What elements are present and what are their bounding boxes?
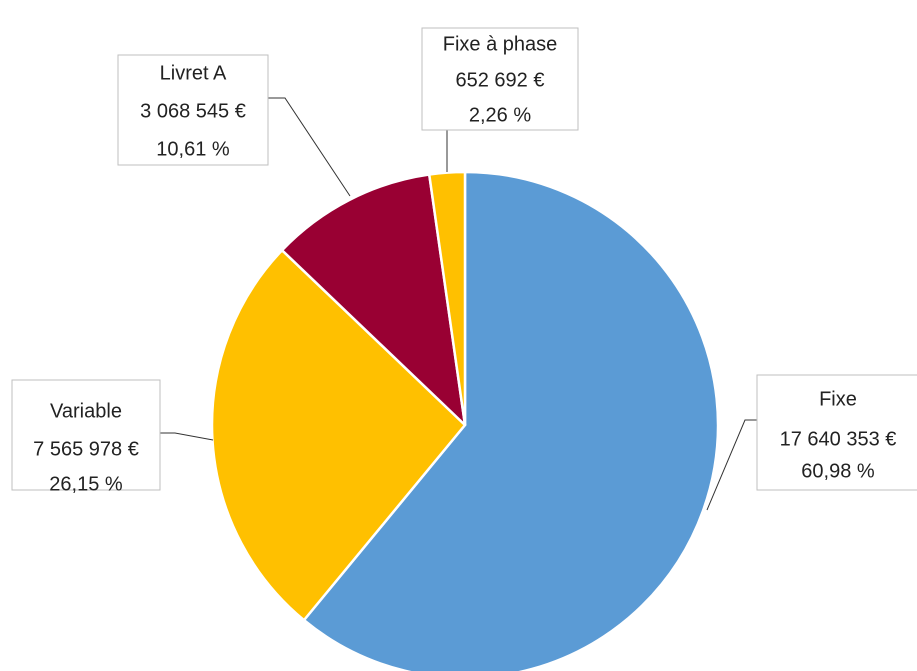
value-label: 3 068 545 € (140, 100, 246, 122)
category-label: Livret A (160, 62, 227, 84)
pie-slice (302, 170, 720, 671)
label-box (117, 54, 269, 166)
leader-line (706, 419, 757, 511)
leader-line (160, 432, 214, 441)
pie-slice (280, 173, 467, 427)
category-label: Variable (50, 400, 122, 422)
percentage-label: 2,26 % (469, 104, 531, 126)
label-box (11, 379, 161, 491)
leader-line (268, 97, 351, 197)
value-label: 652 692 € (456, 69, 545, 91)
value-label: 17 640 353 € (780, 428, 897, 450)
value-label: 7 565 978 € (33, 438, 139, 460)
percentage-label: 10,61 % (156, 138, 230, 160)
category-label: Fixe à phase (443, 33, 558, 55)
percentage-label: 60,98 % (801, 460, 875, 482)
label-box (756, 374, 917, 491)
percentage-label: 26,15 % (49, 473, 123, 495)
label-box (421, 27, 579, 131)
category-label: Fixe (819, 388, 857, 410)
pie-slice (428, 170, 467, 427)
